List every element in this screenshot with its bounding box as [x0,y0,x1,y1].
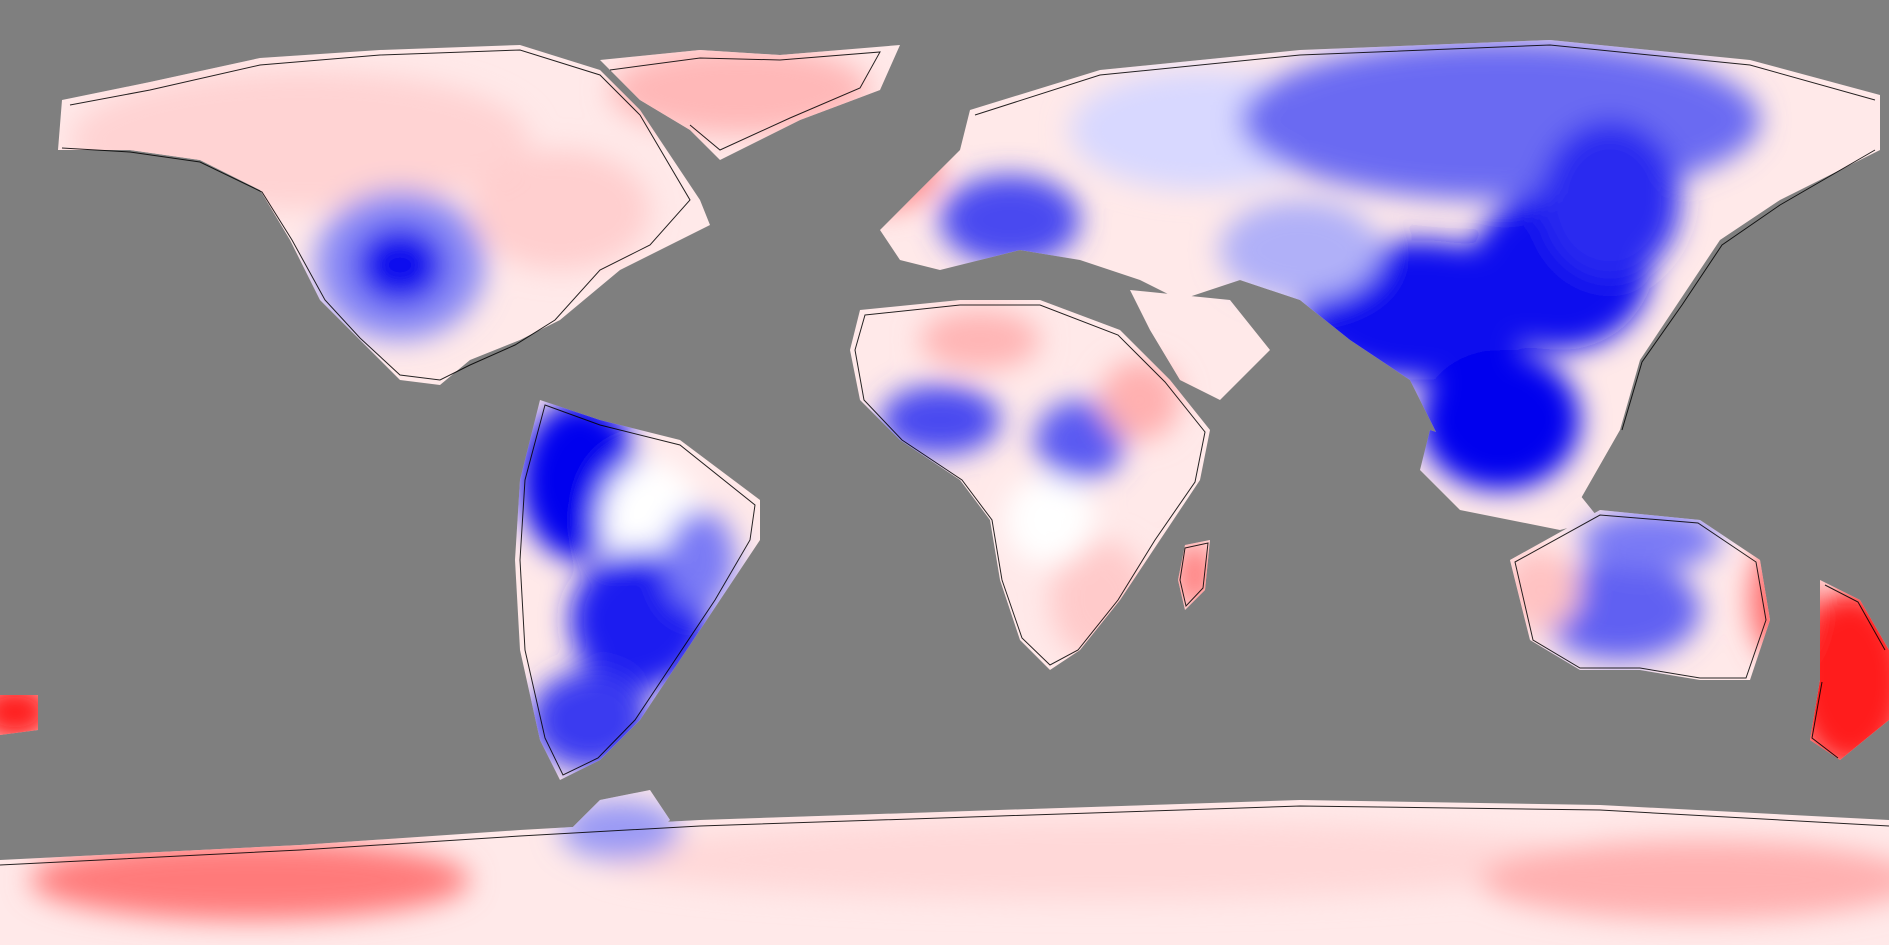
coastlines [0,44,1889,866]
